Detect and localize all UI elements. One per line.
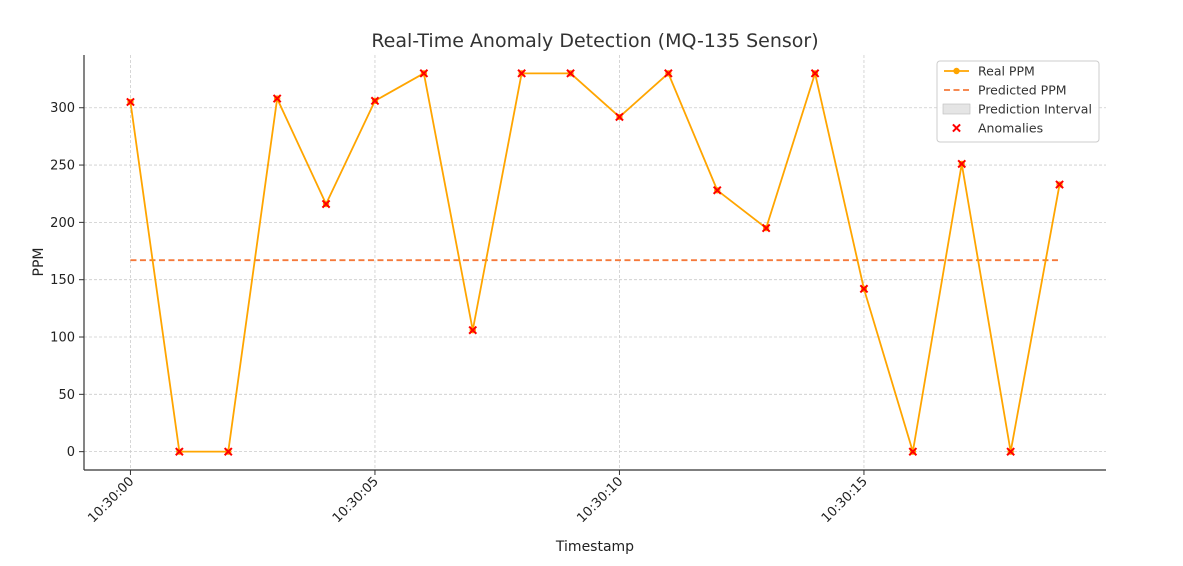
y-tick-label: 100 [50, 331, 75, 346]
anomaly-marker [957, 159, 967, 169]
anomaly-marker-stroke [419, 69, 429, 78]
anomaly-marker-stroke [272, 94, 282, 103]
anomaly-marker-stroke [468, 325, 478, 335]
series-layer [126, 69, 1064, 456]
anomaly-marker-stroke [1055, 180, 1064, 189]
anomaly-marker [370, 96, 380, 106]
y-tick-label: 200 [50, 216, 75, 231]
anomaly-marker [761, 223, 771, 233]
anomaly-marker-stroke [615, 112, 624, 122]
anomaly-marker-stroke [126, 97, 135, 107]
y-tick-label: 150 [50, 273, 75, 288]
legend-box [936, 60, 1100, 143]
anomaly-marker-stroke [810, 69, 820, 78]
anomaly-marker [566, 69, 575, 78]
x-tick-label: 10:30:15 [819, 474, 871, 526]
y-tick-label: 250 [50, 159, 75, 174]
anomaly-marker [664, 69, 673, 78]
chart-title: Real-Time Anomaly Detection (MQ-135 Sens… [371, 30, 818, 52]
anomaly-marker-stroke [859, 284, 869, 294]
legend: Real PPM Predicted PPM Prediction Interval… [936, 60, 1100, 143]
anomaly-marker-stroke [517, 69, 526, 78]
anomaly-marker-stroke [175, 447, 184, 456]
x-tick-label: 10:30:05 [330, 474, 382, 526]
y-axis-title: PPM [31, 248, 47, 277]
legend-label: Real PPM [978, 64, 1035, 79]
anomaly-marker [1055, 180, 1064, 189]
anomaly-marker [1006, 447, 1015, 456]
x-tick-label: 10:30:10 [574, 474, 626, 526]
legend-swatch-real-ppm-dot [953, 67, 960, 75]
anomaly-marker [321, 199, 331, 209]
legend-swatch-anomalies [952, 123, 961, 133]
anomaly-marker [810, 69, 820, 78]
anomaly-marker-stroke [321, 199, 331, 209]
real-ppm-line [129, 72, 1061, 453]
x-tick-label: 10:30:00 [85, 474, 137, 526]
anomaly-marker [419, 69, 429, 78]
legend-label: Anomalies [978, 121, 1043, 136]
anomaly-marker [517, 69, 526, 78]
anomaly-marker-stroke [908, 447, 918, 456]
anomaly-marker [272, 94, 282, 103]
anomaly-marker [908, 447, 918, 456]
legend-label: Prediction Interval [978, 102, 1092, 117]
anomaly-marker-stroke [957, 159, 967, 169]
anomaly-marker-stroke [566, 69, 575, 78]
y-tick-label: 0 [67, 445, 75, 460]
anomaly-marker [859, 284, 869, 294]
anomaly-marker-stroke [712, 185, 722, 195]
anomaly-marker [126, 97, 135, 107]
y-tick-label: 50 [58, 388, 75, 403]
anomaly-marker [712, 185, 722, 195]
anomaly-marker-stroke [223, 447, 233, 456]
anomaly-marker [223, 447, 233, 456]
anomaly-marker [615, 112, 624, 122]
grid-layer [84, 55, 1106, 470]
anomaly-marker-stroke [370, 96, 380, 106]
anomaly-marker [468, 325, 478, 335]
anomaly-marker-stroke [761, 223, 771, 233]
legend-swatch-prediction-interval [942, 103, 971, 115]
anomaly-marker-stroke [664, 69, 673, 78]
y-tick-label: 300 [50, 101, 75, 116]
legend-label: Predicted PPM [978, 83, 1067, 98]
x-axis-title: Timestamp [555, 539, 634, 555]
anomaly-marker [175, 447, 184, 456]
anomaly-marker-stroke [1006, 447, 1015, 456]
